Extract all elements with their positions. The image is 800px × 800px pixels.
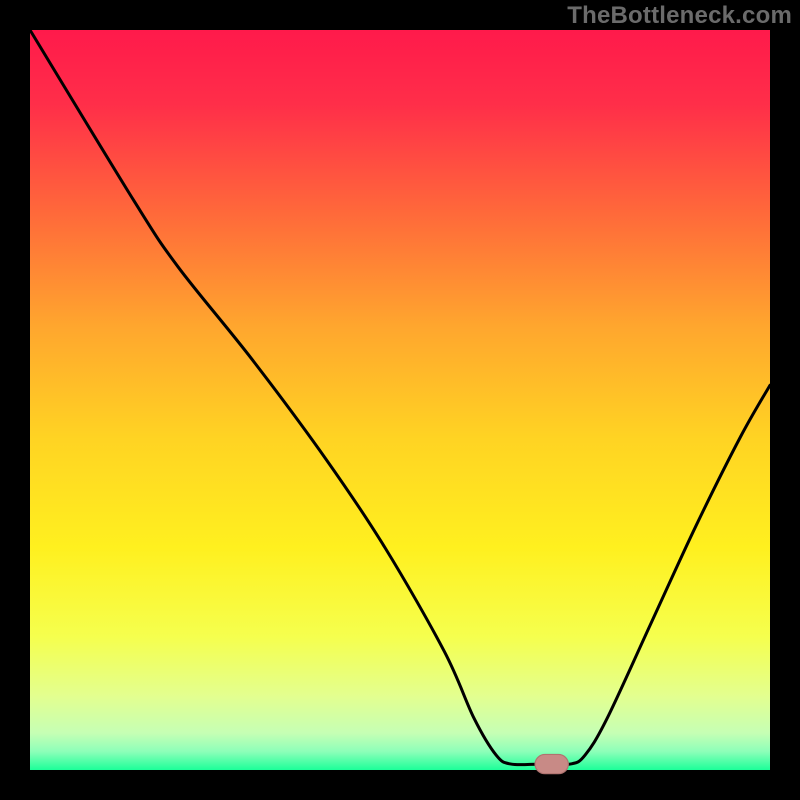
optimal-marker (535, 754, 568, 773)
chart-gradient-bg (30, 30, 770, 770)
watermark-text: TheBottleneck.com (567, 2, 792, 30)
bottleneck-chart (0, 0, 800, 800)
chart-container: TheBottleneck.com (0, 0, 800, 800)
